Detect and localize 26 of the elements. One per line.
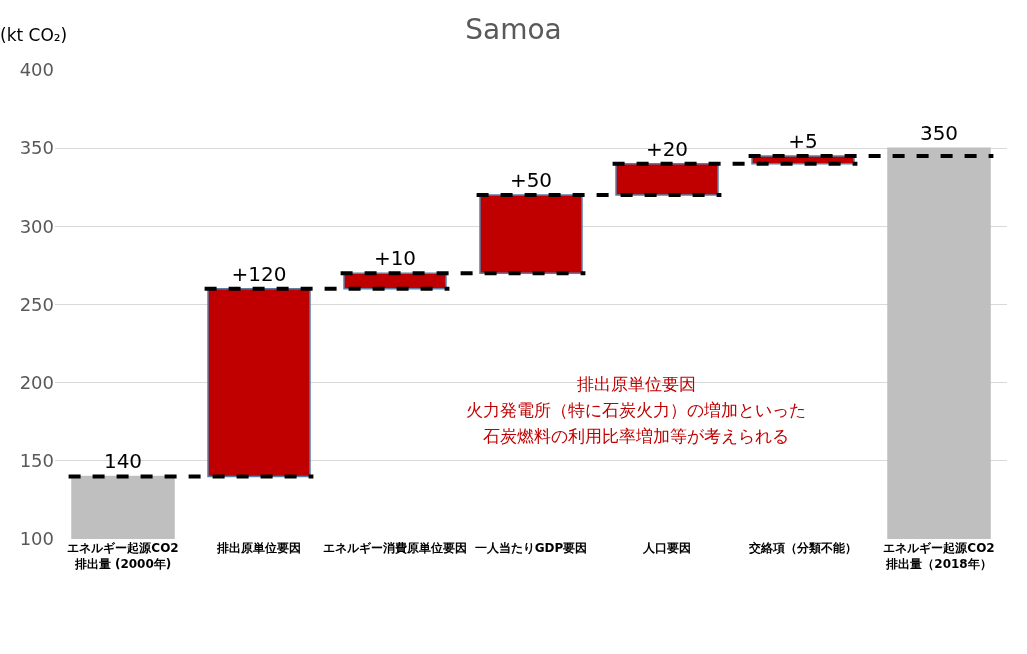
x-tick-label: 排出原単位要因	[216, 541, 301, 555]
annotation: 排出原単位要因	[576, 374, 696, 394]
x-tick-label: エネルギー起源CO2 排出量（2018年）	[883, 541, 995, 571]
x-tick-label: エネルギー起源CO2 排出量 (2000年)	[67, 541, 179, 571]
x-tick-label: 人口要因	[642, 541, 691, 555]
x-tick-label: エネルギー消費原単位要因	[323, 541, 467, 555]
data-label: +120	[231, 261, 287, 286]
y-tick-label: 100	[19, 528, 54, 550]
x-tick-label: 交絡項（分類不能）	[748, 541, 857, 555]
y-tick-label: 400	[19, 59, 54, 81]
y-tick-label: 150	[19, 450, 54, 472]
data-label: 350	[919, 121, 959, 146]
data-label: +10	[373, 246, 417, 271]
y-tick-label: 250	[19, 293, 54, 315]
annotation: 火力発電所（特に石炭火力）の増加といった	[466, 400, 806, 420]
y-axis-title: (kt CO₂)	[0, 25, 68, 45]
data-label: +20	[645, 136, 689, 161]
y-tick-label: 200	[19, 371, 54, 393]
y-tick-label: 350	[19, 137, 54, 159]
x-tick-label: 一人当たりGDP要因	[474, 541, 588, 555]
data-label: +50	[509, 168, 553, 193]
chart-title: Samoa	[465, 13, 562, 47]
annotation: 石炭燃料の利用比率増加等が考えられる	[483, 426, 789, 446]
y-tick-label: 300	[19, 215, 54, 237]
data-label: +5	[788, 128, 818, 153]
data-label: 140	[103, 449, 143, 474]
